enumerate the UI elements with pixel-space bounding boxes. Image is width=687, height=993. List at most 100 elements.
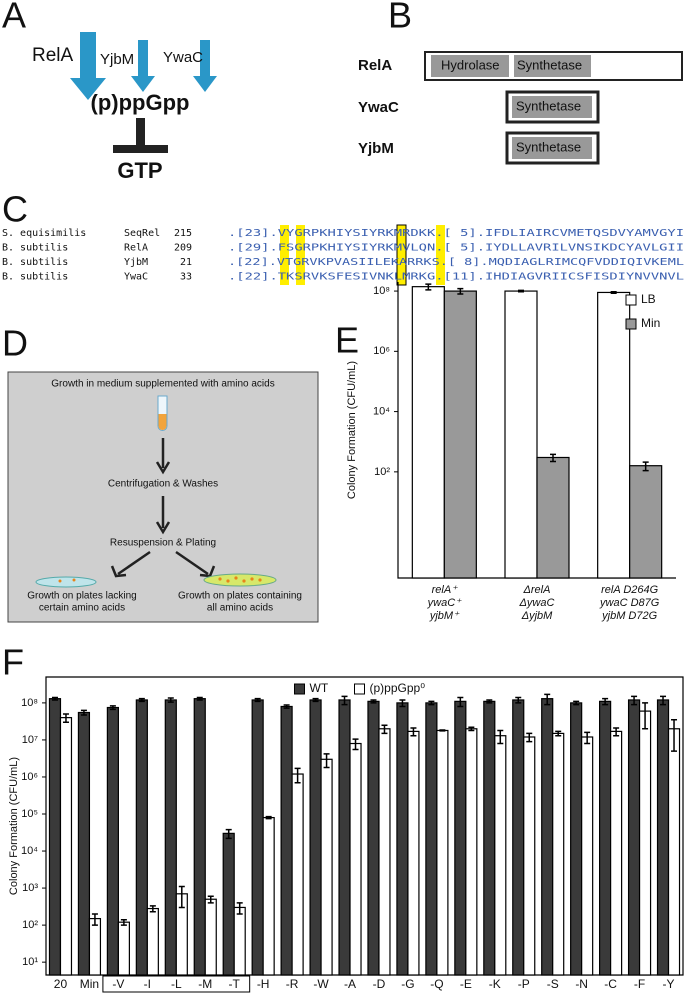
bar <box>193 698 206 976</box>
error-bar <box>323 753 330 769</box>
bar <box>443 290 477 579</box>
highlight <box>280 225 289 285</box>
error-bar <box>425 283 432 291</box>
y-axis-label: Colony Formation (CFU/mL) <box>8 757 20 895</box>
panel-b: RelA Hydrolase Synthetase YwaC Synthetas… <box>358 51 683 165</box>
outcome-label: Growth on plates lacking <box>27 591 137 602</box>
error-bar <box>410 727 417 737</box>
legend-swatch <box>625 294 637 306</box>
x-tick-label: -K <box>489 977 501 991</box>
error-bar <box>138 697 145 703</box>
panel-label: E <box>335 320 359 361</box>
error-bar <box>550 453 556 463</box>
target-label: GTP <box>117 158 162 183</box>
bar <box>656 699 670 976</box>
domain <box>431 55 509 77</box>
error-bar <box>196 696 203 701</box>
bar <box>222 832 235 976</box>
y-tick-label: 10⁵ <box>21 808 38 820</box>
axis <box>45 676 684 976</box>
x-tick-label: ywaC D87G <box>599 597 660 609</box>
domain <box>512 137 592 159</box>
x-tick-label: -F <box>634 977 645 991</box>
domain <box>512 96 592 118</box>
highlight-box <box>396 224 407 286</box>
arrow <box>70 32 106 100</box>
panel-label: F <box>2 642 24 683</box>
x-tick-label: ywaC⁺ <box>427 597 463 609</box>
error-bar <box>544 693 551 706</box>
x-tick-label: relA⁺ <box>432 584 459 596</box>
protein: YjbM <box>124 257 148 268</box>
bar <box>378 728 391 976</box>
x-tick-label: ΔyjbM <box>521 610 553 622</box>
error-bar <box>51 696 58 701</box>
x-tick-label: -W <box>313 977 329 991</box>
error-bar <box>457 287 464 295</box>
error-bar <box>660 695 667 706</box>
bar <box>536 456 570 579</box>
step-label: Centrifugation & Washes <box>108 479 218 490</box>
panel-label: C <box>2 189 28 230</box>
x-tick-label: -H <box>257 977 270 991</box>
error-bar <box>399 699 406 708</box>
bar <box>77 711 91 976</box>
outcome-label: certain amino acids <box>39 603 125 614</box>
bar <box>425 702 438 976</box>
bar <box>610 730 623 976</box>
x-tick-label: yjbM D72G <box>601 610 657 622</box>
colony <box>58 579 62 583</box>
x-tick-label: yjbM⁺ <box>429 610 460 622</box>
x-tick-label: -C <box>604 977 617 991</box>
error-bar <box>457 696 464 708</box>
x-tick-label: -V <box>112 977 124 991</box>
error-bar <box>497 729 504 745</box>
error-bar <box>149 905 156 913</box>
bar <box>135 699 148 976</box>
x-tick-label: -P <box>518 977 530 991</box>
error-bar <box>80 709 87 716</box>
bar <box>233 906 246 976</box>
bar <box>146 907 159 976</box>
panel-label: D <box>2 323 28 364</box>
highlight <box>436 225 445 285</box>
bar <box>411 286 445 579</box>
tube-medium <box>158 414 167 430</box>
product-label: (p)ppGpp <box>91 90 190 115</box>
bar <box>597 291 631 579</box>
error-bar <box>381 724 388 735</box>
x-tick-label: Min <box>80 977 99 991</box>
colony <box>72 578 76 582</box>
x-tick-label: -M <box>198 977 212 991</box>
error-bar <box>370 699 377 704</box>
error-bar <box>178 885 185 909</box>
panel-c: S. equisimilis SeqRel 215 .[23].VYGRPKHIYSI… <box>2 224 684 286</box>
error-bar <box>91 913 98 926</box>
outcome-label: all amino acids <box>207 603 273 614</box>
error-bar <box>225 828 232 840</box>
error-bar <box>254 697 261 703</box>
error-bar <box>613 727 620 737</box>
bar <box>629 465 663 579</box>
domain-label: Hydrolase <box>441 57 500 72</box>
arrow <box>110 550 151 578</box>
error-bar <box>62 713 69 724</box>
error-bar <box>515 696 522 704</box>
error-bar <box>352 738 359 751</box>
legend-label: WT <box>310 681 329 695</box>
error-bar <box>602 697 609 706</box>
error-bar <box>584 731 591 745</box>
x-tick-label: -S <box>547 977 559 991</box>
x-tick-label: -E <box>460 977 472 991</box>
error-bar <box>518 289 524 293</box>
axis <box>397 282 676 579</box>
y-tick-label: 10² <box>374 466 390 478</box>
domain-label: Synthetase <box>517 57 582 72</box>
error-bar <box>120 918 127 926</box>
species: B. subtilis <box>2 272 68 283</box>
bar <box>581 736 594 976</box>
legend-label: LB <box>641 292 656 306</box>
bar <box>599 700 612 976</box>
error-bar <box>428 700 435 706</box>
position: 21 <box>180 257 192 268</box>
